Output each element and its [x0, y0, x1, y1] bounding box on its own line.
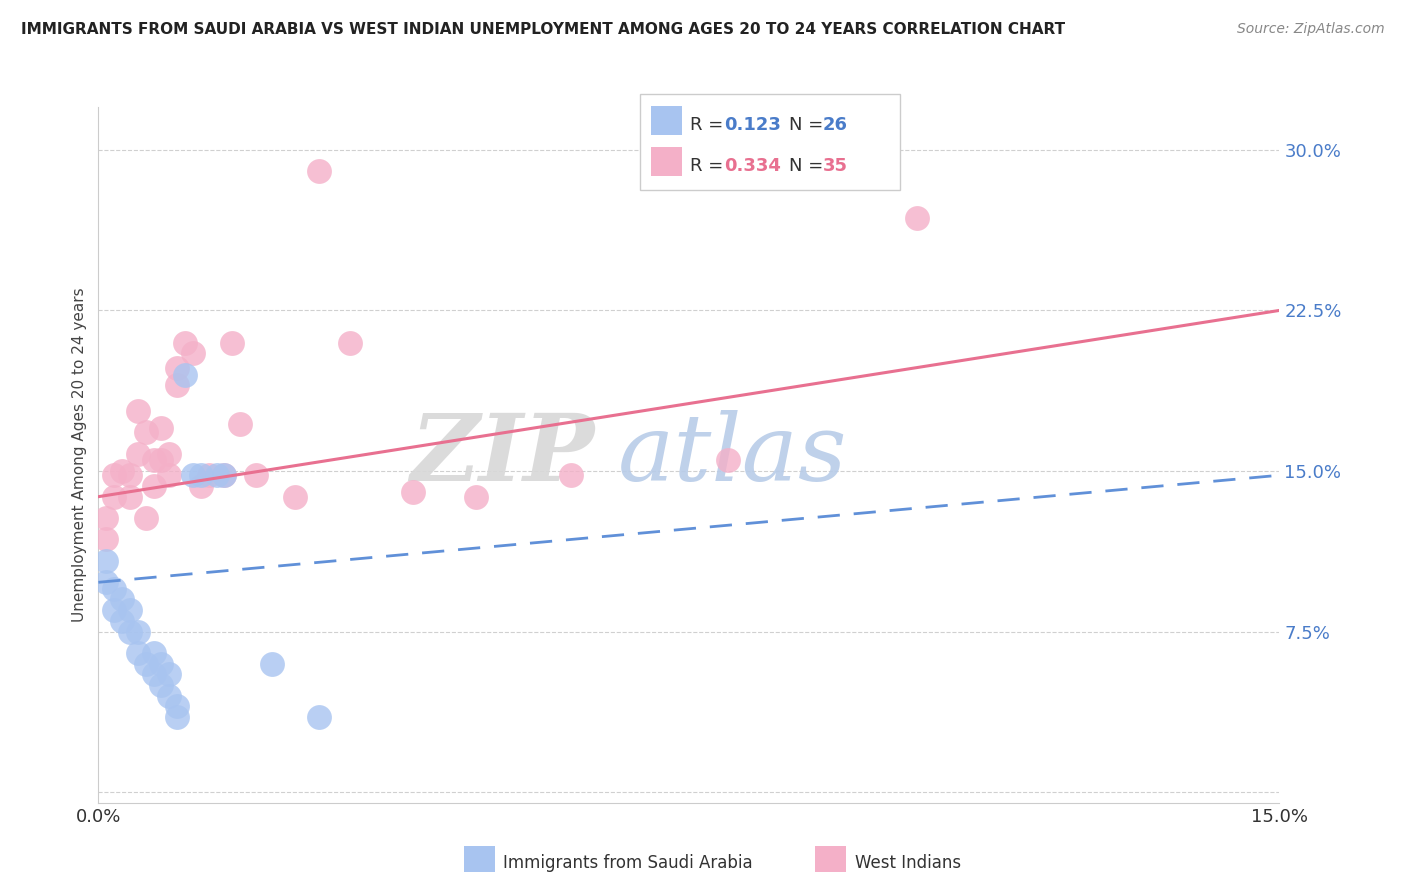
Text: 35: 35	[823, 157, 848, 175]
Point	[157, 468, 180, 483]
Point	[905, 211, 928, 226]
Point	[166, 710, 188, 724]
Point	[103, 582, 125, 596]
Point	[150, 657, 173, 671]
Point	[135, 657, 157, 671]
Point	[157, 667, 180, 681]
Point	[181, 346, 204, 360]
Y-axis label: Unemployment Among Ages 20 to 24 years: Unemployment Among Ages 20 to 24 years	[72, 287, 87, 623]
Point	[111, 464, 134, 478]
Point	[560, 468, 582, 483]
Point	[221, 335, 243, 350]
Point	[174, 368, 197, 382]
Point	[127, 404, 149, 418]
Point	[181, 468, 204, 483]
Point	[96, 554, 118, 568]
Point	[142, 667, 165, 681]
Point	[150, 678, 173, 692]
Point	[111, 614, 134, 628]
Point	[150, 453, 173, 467]
Point	[118, 624, 141, 639]
Point	[142, 453, 165, 467]
Point	[96, 511, 118, 525]
Text: atlas: atlas	[619, 410, 848, 500]
Point	[717, 453, 740, 467]
Point	[103, 490, 125, 504]
Point	[157, 689, 180, 703]
Point	[190, 479, 212, 493]
Text: ZIP: ZIP	[411, 410, 595, 500]
Point	[339, 335, 361, 350]
Point	[402, 485, 425, 500]
Point	[166, 361, 188, 376]
Point	[96, 575, 118, 590]
Point	[166, 699, 188, 714]
Point	[245, 468, 267, 483]
Point	[197, 468, 219, 483]
Text: West Indians: West Indians	[855, 854, 960, 871]
Text: R =: R =	[690, 116, 730, 134]
Text: R =: R =	[690, 157, 730, 175]
Point	[166, 378, 188, 392]
Text: IMMIGRANTS FROM SAUDI ARABIA VS WEST INDIAN UNEMPLOYMENT AMONG AGES 20 TO 24 YEA: IMMIGRANTS FROM SAUDI ARABIA VS WEST IND…	[21, 22, 1066, 37]
Point	[127, 624, 149, 639]
Point	[135, 425, 157, 440]
Point	[190, 468, 212, 483]
Point	[260, 657, 283, 671]
Text: 26: 26	[823, 116, 848, 134]
Point	[205, 468, 228, 483]
Text: 0.123: 0.123	[724, 116, 780, 134]
Point	[103, 468, 125, 483]
Point	[118, 490, 141, 504]
Text: 0.334: 0.334	[724, 157, 780, 175]
Point	[103, 603, 125, 617]
Point	[118, 468, 141, 483]
Point	[150, 421, 173, 435]
Point	[284, 490, 307, 504]
Point	[308, 710, 330, 724]
Text: N =: N =	[789, 116, 828, 134]
Text: Source: ZipAtlas.com: Source: ZipAtlas.com	[1237, 22, 1385, 37]
Point	[135, 511, 157, 525]
Point	[465, 490, 488, 504]
Point	[214, 468, 236, 483]
Point	[174, 335, 197, 350]
Point	[127, 646, 149, 660]
Point	[308, 164, 330, 178]
Point	[142, 646, 165, 660]
Point	[118, 603, 141, 617]
Point	[142, 479, 165, 493]
Point	[127, 447, 149, 461]
Point	[96, 533, 118, 547]
Point	[229, 417, 252, 431]
Text: N =: N =	[789, 157, 828, 175]
Text: Immigrants from Saudi Arabia: Immigrants from Saudi Arabia	[503, 854, 754, 871]
Point	[157, 447, 180, 461]
Point	[111, 592, 134, 607]
Point	[214, 468, 236, 483]
